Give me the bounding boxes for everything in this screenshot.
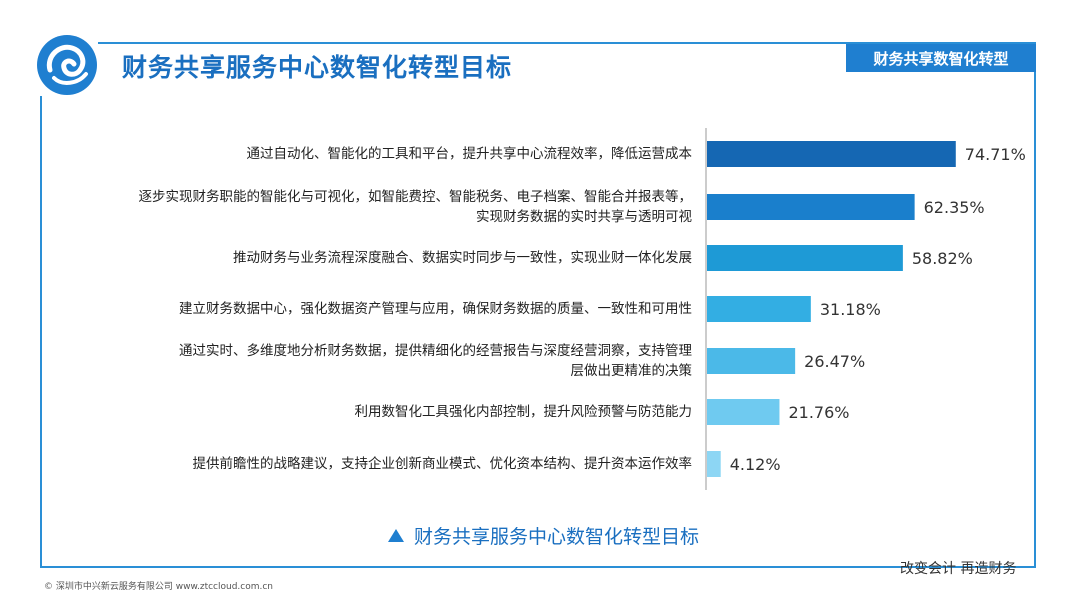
value-label-3: 58.82% — [912, 249, 973, 268]
category-label-6: 利用数智化工具强化内部控制，提升风险预警与防范能力 — [52, 402, 693, 422]
category-label-line: 通过实时、多维度地分析财务数据，提供精细化的经营报告与深度经营洞察，支持管理 — [179, 343, 692, 359]
category-label-line: 层做出更精准的决策 — [570, 363, 693, 379]
category-label-line: 实现财务数据的实时共享与透明可视 — [476, 209, 692, 225]
value-label-4: 31.18% — [820, 300, 881, 319]
triangle-icon — [388, 529, 404, 542]
bar-1 — [707, 141, 956, 167]
category-label-line: 推动财务与业务流程深度融合、数据实时同步与一致性，实现业财一体化发展 — [233, 250, 692, 266]
footer-copyright: © 深圳市中兴新云服务有限公司 www.ztccloud.com.cn — [44, 582, 274, 592]
bar-2 — [707, 194, 915, 220]
value-label-5: 26.47% — [804, 352, 865, 371]
frame-bottom-line — [40, 566, 1036, 568]
chart-title: 财务共享服务中心数智化转型目标 — [414, 526, 700, 548]
topic-badge: 财务共享数智化转型 — [846, 44, 1036, 72]
bar-5 — [707, 348, 796, 374]
frame-left-line — [40, 96, 42, 568]
frame-top-line — [98, 42, 1036, 44]
category-label-3: 推动财务与业务流程深度融合、数据实时同步与一致性，实现业财一体化发展 — [52, 248, 692, 268]
category-label-5: 通过实时、多维度地分析财务数据，提供精细化的经营报告与深度经营洞察，支持管理层做… — [52, 341, 692, 381]
bar-7 — [707, 451, 721, 477]
bar-6 — [707, 399, 780, 425]
category-label-line: 通过自动化、智能化的工具和平台，提升共享中心流程效率，降低运营成本 — [246, 146, 693, 162]
chart-caption: 财务共享服务中心数智化转型目标 — [388, 522, 699, 549]
category-label-line: 逐步实现财务职能的智能化与可视化，如智能费控、智能税务、电子档案、智能合并报表等… — [138, 189, 693, 205]
footer-slogan: 改变会计 再造财务 — [900, 561, 1017, 577]
value-label-2: 62.35% — [924, 198, 985, 217]
category-label-2: 逐步实现财务职能的智能化与可视化，如智能费控、智能税务、电子档案、智能合并报表等… — [52, 187, 693, 227]
category-label-line: 提供前瞻性的战略建议，支持企业创新商业模式、优化资本结构、提升资本运作效率 — [192, 456, 693, 472]
value-label-7: 4.12% — [730, 455, 781, 474]
bar-4 — [707, 296, 811, 322]
value-label-1: 74.71% — [965, 145, 1026, 164]
category-label-line: 利用数智化工具强化内部控制，提升风险预警与防范能力 — [354, 404, 693, 420]
bar-3 — [707, 245, 903, 271]
category-label-4: 建立财务数据中心，强化数据资产管理与应用，确保财务数据的质量、一致性和可用性 — [52, 299, 692, 319]
category-label-line: 建立财务数据中心，强化数据资产管理与应用，确保财务数据的质量、一致性和可用性 — [179, 301, 692, 317]
page-title: 财务共享服务中心数智化转型目标 — [122, 53, 513, 82]
value-label-6: 21.76% — [788, 403, 849, 422]
brand-logo — [37, 35, 97, 95]
category-label-7: 提供前瞻性的战略建议，支持企业创新商业模式、优化资本结构、提升资本运作效率 — [52, 454, 693, 474]
category-label-1: 通过自动化、智能化的工具和平台，提升共享中心流程效率，降低运营成本 — [52, 144, 693, 164]
frame-right-line — [1034, 72, 1036, 568]
